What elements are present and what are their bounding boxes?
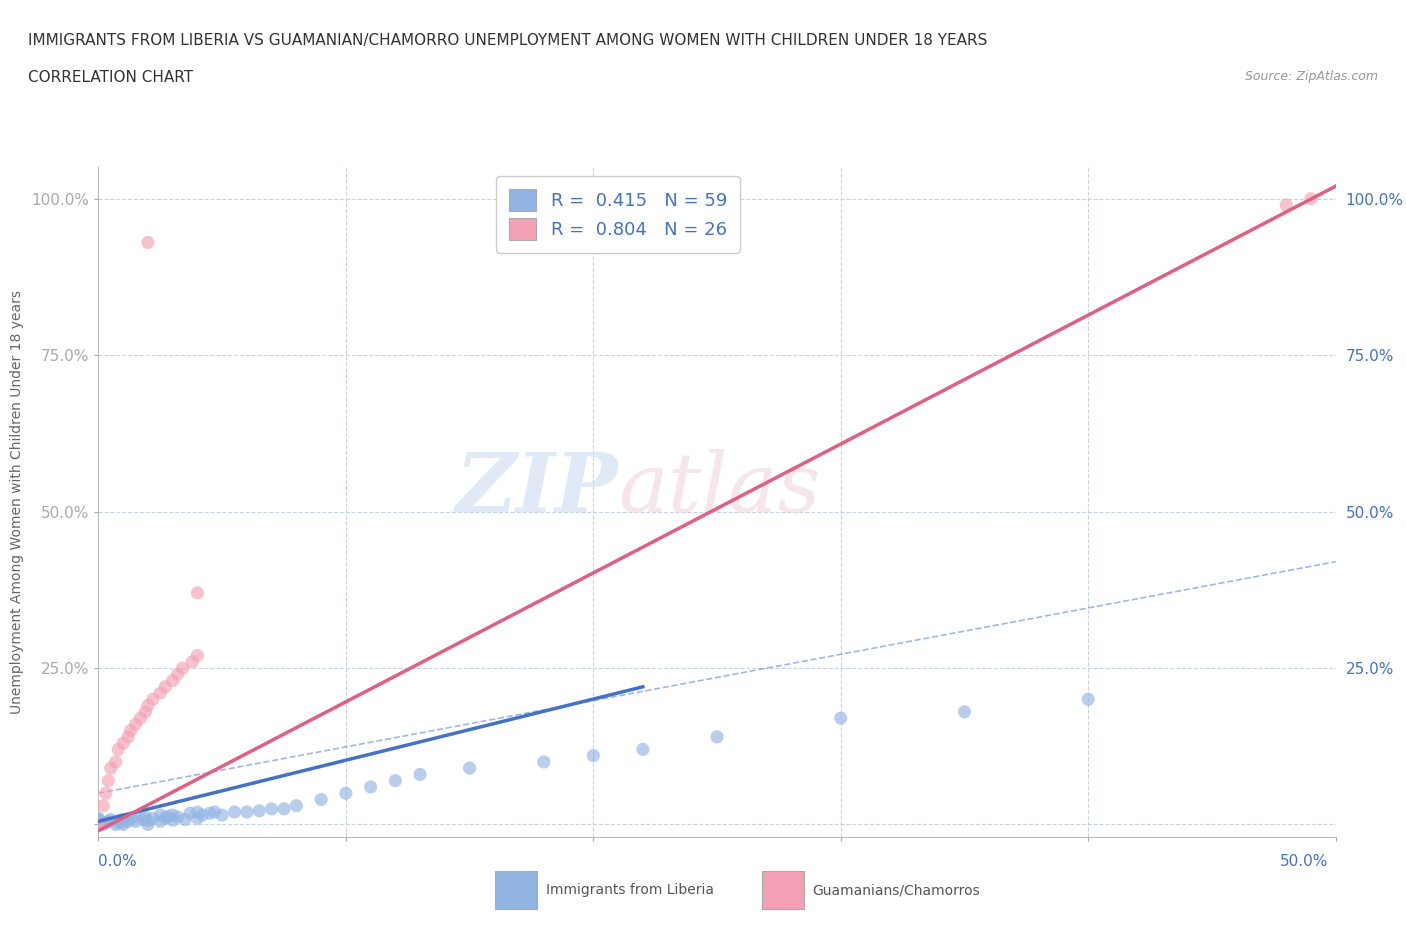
Point [94,816,117,830]
Point [155,680,177,695]
Point [162,813,184,828]
Point [172,660,194,675]
Point [120,724,142,738]
Point [953,704,976,719]
Point [97,773,120,788]
Point [142,811,165,826]
Point [582,749,605,764]
Y-axis label: Unemployment Among Women with Children Under 18 years: Unemployment Among Women with Children U… [10,290,24,714]
Point [112,736,135,751]
Point [110,813,132,828]
Point [273,802,295,817]
Point [120,811,142,826]
Point [186,804,208,819]
Point [132,812,155,827]
Point [830,711,852,725]
Point [360,779,382,794]
Text: Immigrants from Liberia: Immigrants from Liberia [546,883,713,897]
Point [166,809,188,824]
Point [124,809,146,824]
Point [134,704,156,719]
Point [124,814,146,829]
Point [87,812,110,827]
Point [156,809,179,824]
Text: IMMIGRANTS FROM LIBERIA VS GUAMANIAN/CHAMORRO UNEMPLOYMENT AMONG WOMEN WITH CHIL: IMMIGRANTS FROM LIBERIA VS GUAMANIAN/CHA… [28,33,987,47]
Point [236,804,259,819]
Point [112,812,135,827]
Point [458,761,481,776]
Point [247,804,270,818]
Point [87,814,110,829]
Point [211,807,233,822]
Point [1299,192,1322,206]
Point [124,717,146,732]
Point [136,698,159,713]
Point [204,804,226,819]
Point [179,805,201,820]
Text: Guamanians/Chamorros: Guamanians/Chamorros [813,883,980,897]
Point [631,742,654,757]
Point [181,655,204,670]
Point [134,809,156,824]
Text: CORRELATION CHART: CORRELATION CHART [28,70,193,85]
Text: Source: ZipAtlas.com: Source: ZipAtlas.com [1244,70,1378,83]
Point [93,817,115,832]
Point [104,754,127,769]
Point [174,812,197,827]
Point [186,811,208,826]
Point [107,742,129,757]
Point [87,817,110,832]
Point [335,786,357,801]
Point [136,235,159,250]
Point [706,729,728,744]
Point [260,802,283,817]
Point [166,667,188,682]
Point [409,767,432,782]
Point [117,729,139,744]
Point [136,814,159,829]
Point [162,807,184,822]
Point [533,754,555,769]
Point [112,817,135,832]
Point [149,807,172,822]
Point [142,692,165,707]
Point [384,773,406,788]
Point [285,798,308,813]
Point [107,816,129,830]
Legend: R =  0.415   N = 59, R =  0.804   N = 26: R = 0.415 N = 59, R = 0.804 N = 26 [496,177,740,253]
Point [87,817,110,832]
Text: ZIP: ZIP [456,449,619,529]
Point [117,814,139,829]
Text: 0.0%: 0.0% [98,854,138,869]
Point [100,761,122,776]
Point [136,817,159,832]
Point [87,817,110,832]
Point [191,807,214,822]
Point [149,685,172,700]
Text: 50.0%: 50.0% [1281,854,1329,869]
Point [149,814,172,829]
Point [94,786,117,801]
Point [198,805,221,820]
Point [87,811,110,826]
Point [162,673,184,688]
Point [112,815,135,830]
Point [93,798,115,813]
Point [155,811,177,826]
Point [186,648,208,663]
Point [87,817,110,832]
Text: atlas: atlas [619,449,821,529]
Point [309,792,332,807]
Point [1077,692,1099,707]
Point [224,804,246,819]
Point [186,586,208,601]
Point [100,812,122,827]
Point [104,817,127,832]
Point [129,711,152,725]
Point [97,814,120,829]
Point [1275,197,1298,212]
